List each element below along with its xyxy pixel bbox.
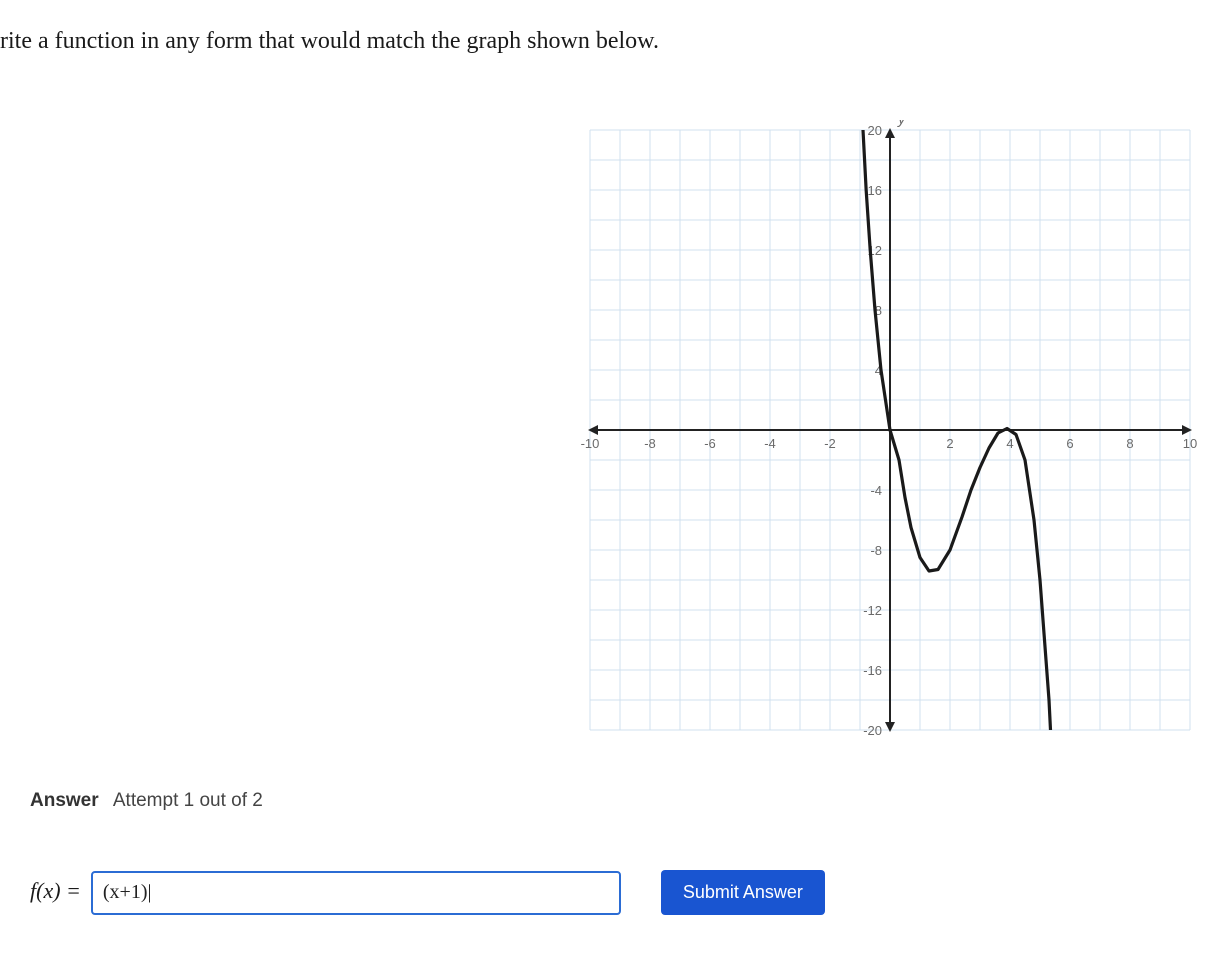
attempt-text: Attempt 1 out of 2 bbox=[113, 790, 263, 811]
svg-text:-16: -16 bbox=[863, 663, 882, 678]
function-graph: -10-8-6-4-2246810-20-16-12-8-448121620xy bbox=[580, 120, 1200, 745]
svg-text:-4: -4 bbox=[764, 436, 776, 451]
svg-text:2: 2 bbox=[946, 436, 953, 451]
svg-text:10: 10 bbox=[1183, 436, 1197, 451]
answer-header: Answer Attempt 1 out of 2 bbox=[30, 790, 263, 812]
svg-text:20: 20 bbox=[868, 123, 882, 138]
svg-text:-20: -20 bbox=[863, 723, 882, 738]
question-text: rite a function in any form that would m… bbox=[0, 28, 659, 55]
submit-answer-button[interactable]: Submit Answer bbox=[661, 870, 825, 915]
answer-input[interactable] bbox=[91, 871, 621, 915]
chart-svg: -10-8-6-4-2246810-20-16-12-8-448121620xy bbox=[580, 120, 1200, 740]
answer-label: Answer bbox=[30, 790, 99, 811]
svg-text:-2: -2 bbox=[824, 436, 836, 451]
answer-row: f(x) = Submit Answer bbox=[30, 870, 825, 915]
svg-text:y: y bbox=[897, 120, 907, 128]
svg-text:-12: -12 bbox=[863, 603, 882, 618]
svg-text:4: 4 bbox=[1006, 436, 1013, 451]
svg-text:-8: -8 bbox=[644, 436, 656, 451]
svg-text:8: 8 bbox=[1126, 436, 1133, 451]
fx-prefix: f(x) = bbox=[30, 878, 81, 903]
svg-text:-4: -4 bbox=[870, 483, 882, 498]
svg-text:-10: -10 bbox=[581, 436, 600, 451]
svg-text:-6: -6 bbox=[704, 436, 716, 451]
svg-text:-8: -8 bbox=[870, 543, 882, 558]
svg-text:6: 6 bbox=[1066, 436, 1073, 451]
svg-text:16: 16 bbox=[868, 183, 882, 198]
